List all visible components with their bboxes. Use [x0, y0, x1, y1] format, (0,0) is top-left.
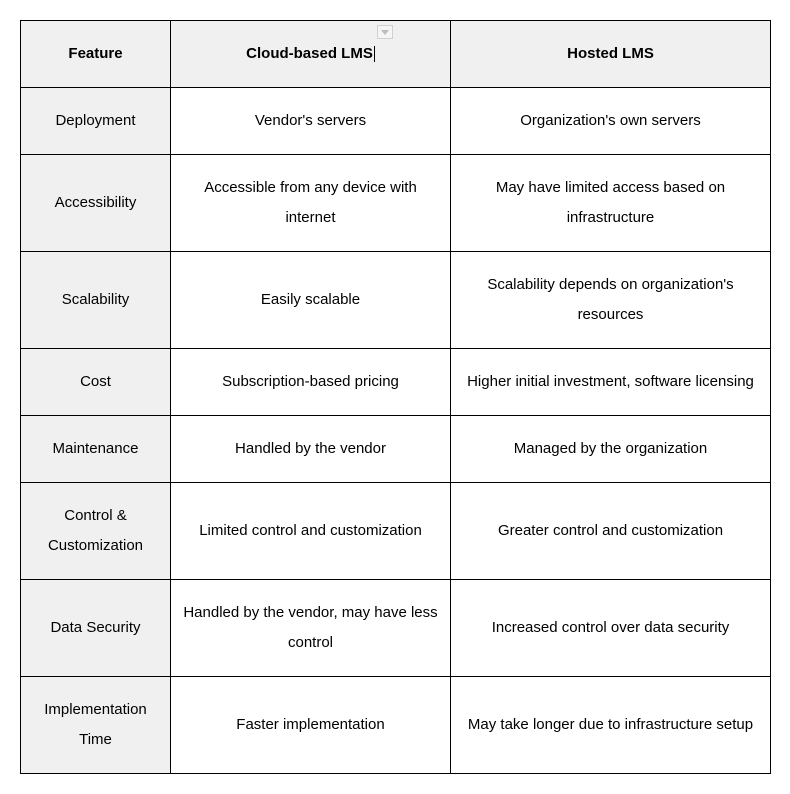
text-cursor [374, 46, 375, 62]
cloud-cell: Faster implementation [171, 677, 451, 774]
table-row: Implementation TimeFaster implementation… [21, 677, 771, 774]
hosted-cell: Greater control and customization [451, 483, 771, 580]
hosted-cell: Increased control over data security [451, 580, 771, 677]
table-body: DeploymentVendor's serversOrganization's… [21, 88, 771, 774]
cloud-cell: Handled by the vendor [171, 416, 451, 483]
feature-cell: Control & Customization [21, 483, 171, 580]
cloud-cell: Subscription-based pricing [171, 349, 451, 416]
lms-comparison-table: Feature Cloud-based LMS Hosted LMS Deplo… [20, 20, 771, 774]
col-header-cloud-label: Cloud-based LMS [246, 45, 373, 62]
table-row: AccessibilityAccessible from any device … [21, 155, 771, 252]
cloud-cell: Vendor's servers [171, 88, 451, 155]
cloud-cell: Limited control and customization [171, 483, 451, 580]
col-header-feature-label: Feature [68, 45, 122, 62]
feature-cell: Accessibility [21, 155, 171, 252]
hosted-cell: Higher initial investment, software lice… [451, 349, 771, 416]
table-row: DeploymentVendor's serversOrganization's… [21, 88, 771, 155]
col-header-cloud: Cloud-based LMS [171, 21, 451, 88]
hosted-cell: Managed by the organization [451, 416, 771, 483]
feature-cell: Data Security [21, 580, 171, 677]
feature-cell: Scalability [21, 252, 171, 349]
hosted-cell: Organization's own servers [451, 88, 771, 155]
feature-cell: Deployment [21, 88, 171, 155]
col-header-hosted: Hosted LMS [451, 21, 771, 88]
table-row: MaintenanceHandled by the vendorManaged … [21, 416, 771, 483]
cloud-cell: Handled by the vendor, may have less con… [171, 580, 451, 677]
table-row: CostSubscription-based pricingHigher ini… [21, 349, 771, 416]
col-header-feature: Feature [21, 21, 171, 88]
table-row: ScalabilityEasily scalableScalability de… [21, 252, 771, 349]
hosted-cell: May take longer due to infrastructure se… [451, 677, 771, 774]
feature-cell: Cost [21, 349, 171, 416]
dropdown-icon[interactable] [377, 25, 393, 39]
feature-cell: Maintenance [21, 416, 171, 483]
table-row: Data SecurityHandled by the vendor, may … [21, 580, 771, 677]
table-row: Control & CustomizationLimited control a… [21, 483, 771, 580]
hosted-cell: Scalability depends on organization's re… [451, 252, 771, 349]
cloud-cell: Easily scalable [171, 252, 451, 349]
hosted-cell: May have limited access based on infrast… [451, 155, 771, 252]
col-header-hosted-label: Hosted LMS [567, 45, 654, 62]
feature-cell: Implementation Time [21, 677, 171, 774]
cloud-cell: Accessible from any device with internet [171, 155, 451, 252]
table-header-row: Feature Cloud-based LMS Hosted LMS [21, 21, 771, 88]
